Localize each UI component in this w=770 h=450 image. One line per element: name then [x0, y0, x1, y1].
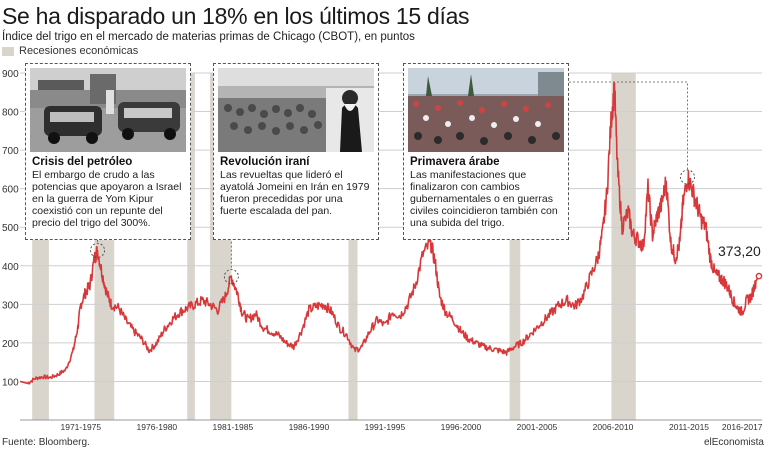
x-tick-label: 1991-1995 — [365, 422, 406, 432]
gas-station-photo — [30, 68, 186, 152]
x-tick-label: 1981-1985 — [213, 422, 254, 432]
callout-arab-spring: Primavera árabe Las manifestaciones que … — [403, 63, 569, 240]
callout-text: Las manifestaciones que finalizaron con … — [410, 169, 558, 229]
last-value-label: 373,20 — [718, 243, 761, 259]
callout-iranian-revolution: Revolución iraní Las revueltas que lider… — [213, 63, 379, 240]
y-tick-label: 100 — [2, 377, 19, 388]
y-tick-label: 500 — [2, 223, 19, 234]
y-tick-label: 800 — [2, 108, 19, 119]
callout-oil-crisis: Crisis del petróleo El embargo de crudo … — [25, 63, 191, 240]
page-title: Se ha disparado un 18% en los últimos 15… — [2, 3, 470, 29]
x-tick-label: 2006-2010 — [593, 422, 634, 432]
y-tick-label: 400 — [2, 262, 19, 273]
last-value-marker — [755, 272, 763, 280]
x-tick-label: 1996-2000 — [441, 422, 482, 432]
protest-crowd-photo — [408, 68, 564, 152]
crowd-leader-photo — [218, 68, 374, 152]
highlight-marker — [680, 169, 695, 185]
legend: Recesiones económicas — [2, 45, 138, 57]
callout-text: El embargo de crudo a las potencias que … — [32, 169, 182, 229]
callout-title: Revolución iraní — [220, 156, 310, 168]
x-tick-label: 2016-2017 — [722, 422, 763, 432]
x-tick-label: 2011-2015 — [669, 422, 709, 432]
callout-title: Primavera árabe — [410, 156, 500, 168]
x-tick-labels: 1971-1975 1976-1980 1981-1985 1986-1990 1991… — [60, 422, 762, 432]
callout-connector — [569, 81, 688, 171]
source-note: Fuente: Bloomberg. — [2, 437, 90, 448]
brand-logo: elEconomista — [703, 437, 764, 448]
y-tick-label: 900 — [2, 69, 19, 80]
x-tick-label: 1986-1990 — [289, 422, 330, 432]
y-tick-label: 600 — [2, 185, 19, 196]
highlight-marker — [223, 269, 239, 285]
y-tick-label: 200 — [2, 339, 19, 350]
x-tick-label: 1976-1980 — [137, 422, 178, 432]
recession-band — [348, 73, 358, 420]
recession-band — [187, 73, 195, 420]
legend-label: Recesiones económicas — [19, 45, 139, 57]
y-tick-labels: 100 200 300 400 500 600 700 800 900 — [2, 69, 19, 388]
chart-subtitle: Índice del trigo en el mercado de materi… — [2, 31, 415, 43]
recession-band — [611, 73, 636, 420]
highlight-marker — [90, 242, 105, 258]
x-tick-label: 1971-1975 — [60, 422, 101, 432]
legend-swatch — [2, 46, 14, 56]
highlight-markers — [90, 169, 763, 285]
callout-connectors — [97, 71, 688, 270]
recession-band — [509, 73, 521, 420]
y-tick-label: 300 — [2, 300, 19, 311]
callout-text: Las revueltas que lideró el ayatolá Jome… — [220, 169, 370, 217]
x-tick-label: 2001-2005 — [517, 422, 558, 432]
y-tick-label: 700 — [2, 146, 19, 157]
callout-title: Crisis del petróleo — [32, 156, 133, 168]
